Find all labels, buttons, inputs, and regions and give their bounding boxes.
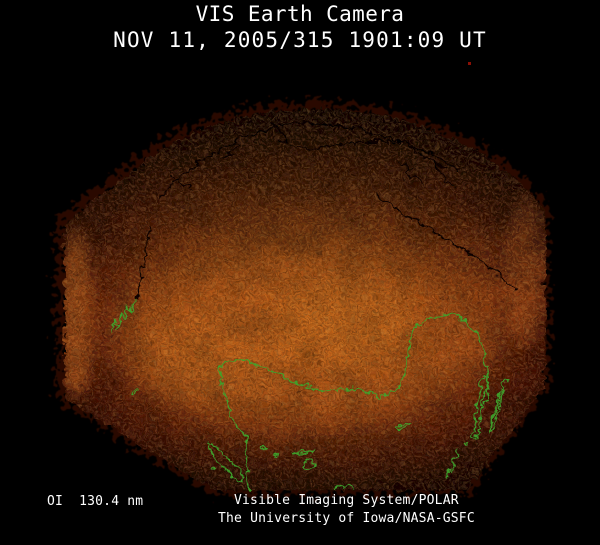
image-datetime: NOV 11, 2005/315 1901:09 UT	[113, 28, 487, 52]
institution-credit: The University of Iowa/NASA-GSFC	[218, 511, 475, 526]
coastline-overlay-day	[132, 119, 515, 299]
wavelength-label: OI 130.4 nm	[47, 494, 144, 509]
earth-disk	[62, 106, 543, 488]
coastline-overlay-night	[108, 297, 506, 488]
instrument-credit: Visible Imaging System/POLAR	[234, 493, 459, 508]
hot-pixel	[468, 62, 471, 65]
image-title: VIS Earth Camera	[195, 2, 405, 26]
